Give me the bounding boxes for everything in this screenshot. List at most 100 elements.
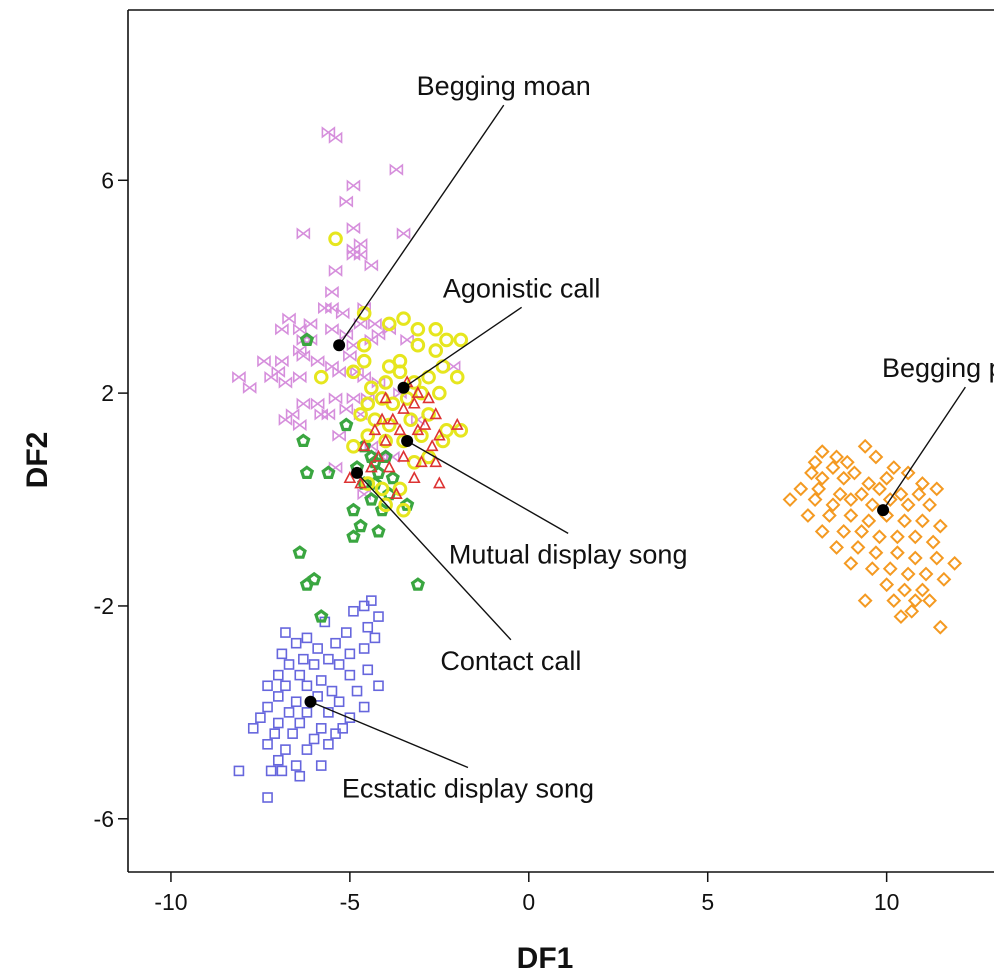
agonistic-call-centroid — [397, 381, 410, 394]
begging-peep-point — [814, 444, 830, 460]
ecstatic-display-song-point — [247, 723, 259, 734]
begging-moan-point — [339, 195, 354, 208]
agonistic-call-point — [346, 439, 361, 454]
ecstatic-display-song-point — [315, 675, 327, 686]
ecstatic-display-song-point — [280, 744, 291, 755]
begging-moan-point — [346, 248, 361, 261]
mutual-display-song-point — [372, 449, 385, 462]
contact-call-leader-line — [356, 472, 512, 641]
begging-moan-point — [282, 312, 296, 325]
begging-peep-point — [882, 561, 898, 577]
begging-peep-point — [793, 481, 809, 497]
begging-moan-point — [386, 450, 400, 464]
begging-peep-point — [900, 566, 916, 582]
begging-moan-point — [353, 238, 368, 251]
begging-peep-point — [807, 492, 823, 507]
begging-moan-point — [368, 317, 382, 331]
contact-call-point — [385, 470, 400, 485]
contact-call-point — [378, 449, 393, 463]
mutual-display-song-point — [343, 471, 357, 484]
agonistic-call-point — [453, 423, 469, 438]
ecstatic-display-song-point — [369, 632, 381, 644]
ecstatic-display-song-point — [290, 696, 302, 708]
ecstatic-display-song-point — [373, 611, 384, 622]
begging-peep-point — [814, 470, 830, 486]
ecstatic-display-song-point — [269, 728, 281, 739]
ecstatic-display-song-point — [323, 707, 334, 718]
ecstatic-display-song-point — [280, 680, 291, 692]
begging-peep-point — [825, 497, 841, 513]
y-axis: 6 2 -2 -6 — [94, 167, 128, 832]
contact-call-point — [321, 465, 336, 479]
ecstatic-display-song-point — [255, 712, 266, 723]
begging-peep-point — [807, 454, 823, 470]
ecstatic-display-song-point — [301, 707, 313, 718]
begging-peep-point — [814, 524, 830, 539]
begging-peep-point — [886, 460, 902, 476]
begging-peep-point — [893, 609, 909, 625]
agonistic-call-point — [346, 364, 361, 380]
ecstatic-display-song-point — [294, 669, 306, 681]
begging-moan-point — [275, 323, 289, 336]
begging-peep-point — [872, 529, 887, 545]
contact-call-point — [353, 518, 368, 533]
begging-moan-point — [332, 429, 346, 442]
mutual-display-song-point — [450, 417, 464, 430]
mutual-display-song-point — [390, 486, 403, 500]
mutual-display-song-point — [397, 401, 410, 414]
begging-moan-point — [278, 413, 293, 426]
begging-moan-point — [318, 301, 332, 315]
agonistic-call-point — [432, 385, 447, 401]
begging-peep-point — [811, 481, 827, 497]
ecstatic-display-song-point — [287, 728, 298, 739]
begging-peep-point — [864, 561, 880, 577]
begging-peep-point — [893, 486, 909, 502]
begging-peep-point — [847, 465, 862, 481]
agonistic-call-point — [399, 391, 415, 406]
mutual-display-song-leader-line — [406, 440, 569, 534]
begging-moan-point — [328, 392, 343, 405]
begging-moan-point — [271, 365, 286, 378]
ecstatic-display-song-point — [301, 680, 313, 692]
agonistic-call-point — [403, 412, 419, 428]
agonistic-call-point — [364, 380, 379, 396]
begging-moan-point — [346, 392, 361, 405]
x-tick-label: 10 — [874, 889, 900, 915]
ecstatic-display-song-point — [283, 707, 295, 718]
ecstatic-display-song-point — [301, 632, 313, 644]
begging-peep-label: Begging peep — [882, 353, 994, 383]
begging-peep-point — [932, 518, 948, 534]
begging-peep-point — [922, 497, 938, 513]
x-tick-label: -5 — [340, 889, 360, 915]
agonistic-call-point — [439, 332, 454, 348]
ecstatic-display-song-point — [265, 765, 277, 777]
begging-moan-point — [292, 344, 307, 357]
agonistic-call-point — [396, 502, 411, 518]
agonistic-call-point — [374, 481, 390, 497]
ecstatic-display-song-point — [262, 792, 273, 803]
ecstatic-display-song-point — [362, 664, 374, 676]
ecstatic-display-song-label: Ecstatic display song — [342, 774, 594, 804]
agonistic-call-point — [378, 497, 393, 513]
x-tick-label: 5 — [701, 889, 714, 915]
agonistic-call-point — [406, 454, 422, 470]
begging-peep-point — [889, 545, 905, 561]
agonistic-call-point — [428, 321, 444, 337]
ecstatic-display-song-point — [294, 770, 306, 782]
mutual-display-song-point — [379, 433, 392, 446]
agonistic-call-point — [378, 375, 393, 390]
begging-peep-point — [868, 545, 884, 561]
begging-moan-point — [292, 323, 307, 336]
begging-peep-point — [854, 486, 870, 502]
contact-call-centroid — [351, 466, 364, 479]
agonistic-call-point — [410, 321, 426, 337]
begging-peep-point — [854, 524, 870, 539]
begging-moan-point — [353, 248, 368, 261]
begging-moan-point — [389, 163, 404, 176]
begging-moan-point — [364, 259, 379, 272]
agonistic-call-point — [396, 311, 411, 326]
begging-peep-point — [929, 550, 945, 566]
ecstatic-display-song-point — [358, 600, 370, 612]
begging-peep-point — [843, 508, 859, 523]
